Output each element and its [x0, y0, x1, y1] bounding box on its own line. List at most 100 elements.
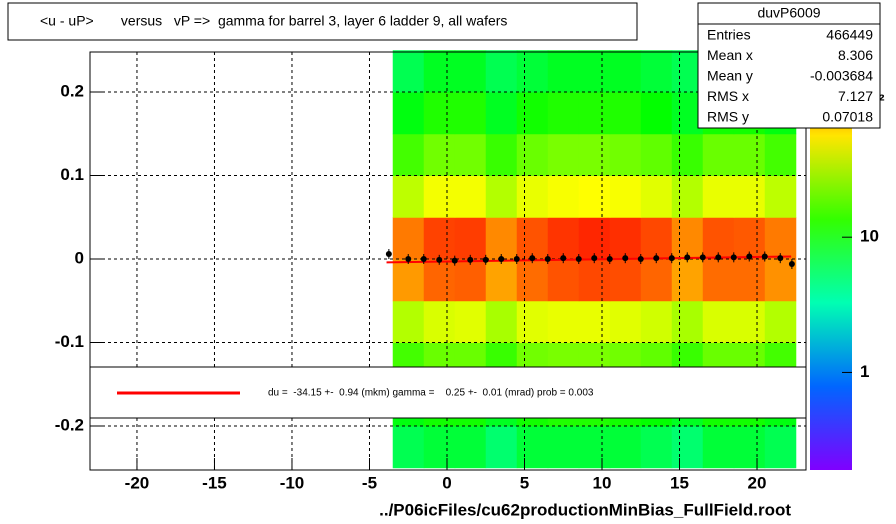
heatmap-cell: [578, 425, 611, 469]
profile-point: [513, 255, 520, 262]
profile-point: [653, 255, 660, 262]
heatmap-cell: [547, 217, 580, 260]
heatmap-cell: [640, 175, 673, 218]
stats-label: Mean x: [707, 47, 753, 63]
stats-value: 466449: [826, 27, 873, 43]
x-tick-label: 15: [670, 473, 689, 492]
heatmap-cell: [609, 300, 642, 343]
heatmap-cell: [578, 258, 611, 302]
title-box: [7, 2, 638, 41]
profile-point: [385, 250, 392, 257]
heatmap-cell: [609, 258, 642, 302]
z-tick-label: 1: [860, 362, 869, 381]
heatmap-cell: [423, 300, 456, 343]
heatmap-cell: [454, 91, 487, 135]
profile-point: [788, 261, 795, 268]
heatmap-cell: [609, 425, 642, 469]
heatmap-cell: [392, 425, 425, 469]
heatmap-cell: [392, 50, 425, 93]
heatmap-cell: [733, 300, 766, 343]
heatmap-cell: [485, 258, 518, 302]
heatmap-cell: [485, 217, 518, 260]
heatmap-cell: [640, 425, 673, 469]
heatmap-cell: [392, 91, 425, 135]
heatmap-cell: [547, 133, 580, 176]
heatmap-cell: [516, 175, 549, 218]
profile-point: [467, 256, 474, 263]
heatmap-cell: [423, 91, 456, 135]
stats-value: 0.07018: [822, 109, 873, 125]
z-tick-label: 10: [860, 227, 879, 246]
profile-point: [420, 255, 427, 262]
heatmap-cell: [609, 133, 642, 176]
heatmap-cell: [609, 50, 642, 93]
stats-label: RMS y: [707, 109, 749, 125]
heatmap-cell: [392, 258, 425, 302]
heatmap-cell: [423, 50, 456, 93]
heatmap-cell: [485, 175, 518, 218]
heatmap-cell: [547, 50, 580, 93]
heatmap-cell: [547, 425, 580, 469]
profile-point: [560, 255, 567, 262]
heatmap-cell: [609, 91, 642, 135]
heatmap-cell: [485, 91, 518, 135]
heatmap-cell: [516, 133, 549, 176]
stats-label: Mean y: [707, 68, 753, 84]
profile-point: [529, 255, 536, 262]
profile-point: [637, 255, 644, 262]
heatmap-cell: [671, 133, 704, 176]
heatmap-cell: [578, 133, 611, 176]
heatmap-cell: [733, 425, 766, 469]
heatmap-cell: [764, 133, 797, 176]
profile-point: [622, 255, 629, 262]
heatmap-cell: [609, 217, 642, 260]
heatmap-cell: [454, 175, 487, 218]
heatmap-cell: [640, 217, 673, 260]
heatmap-cell: [640, 133, 673, 176]
heatmap-cell: [764, 175, 797, 218]
legend: du = -34.15 +- 0.94 (mkm) gamma = 0.25 +…: [89, 366, 807, 419]
heatmap-cell: [516, 217, 549, 260]
heatmap-cell: [640, 258, 673, 302]
y-tick-label: -0.2: [55, 415, 84, 434]
heatmap-cell: [485, 300, 518, 343]
heatmap-cell: [702, 133, 735, 176]
x-tick-label: 5: [520, 473, 529, 492]
stats-label: Entries: [707, 27, 751, 43]
heatmap-cell: [640, 300, 673, 343]
heatmap-cell: [578, 175, 611, 218]
profile-point: [591, 255, 598, 262]
legend-text: du = -34.15 +- 0.94 (mkm) gamma = 0.25 +…: [268, 388, 594, 399]
y-tick-label: 0.2: [60, 81, 84, 100]
heatmap-cell: [454, 258, 487, 302]
heatmap-cell: [547, 91, 580, 135]
heatmap-cell: [485, 425, 518, 469]
stats-label: RMS x: [707, 88, 749, 104]
heatmap-cell: [516, 300, 549, 343]
profile-point: [684, 254, 691, 261]
x-tick-label: -20: [125, 473, 150, 492]
heatmap-cell: [392, 133, 425, 176]
stats-title: duvP6009: [757, 5, 820, 21]
profile-point: [482, 256, 489, 263]
heatmap-cell: [578, 91, 611, 135]
profile-point: [777, 255, 784, 262]
stats-box: duvP6009 Entries 466449 Mean x 8.306 Mean y -…: [697, 2, 881, 129]
heatmap-cell: [454, 50, 487, 93]
heatmap-cell: [547, 175, 580, 218]
heatmap-cell: [423, 175, 456, 218]
heatmap-cell: [733, 175, 766, 218]
heatmap-cell: [516, 425, 549, 469]
x-tick-label: -5: [362, 473, 377, 492]
heatmap-cell: [671, 175, 704, 218]
profile-point: [715, 254, 722, 261]
x-tick-label: -15: [202, 473, 227, 492]
heatmap-cell: [671, 258, 704, 302]
profile-point: [405, 255, 412, 262]
heatmap-cell: [516, 91, 549, 135]
heatmap: [392, 50, 797, 469]
heatmap-cell: [547, 258, 580, 302]
heatmap-cell: [733, 258, 766, 302]
stats-value: -0.003684: [810, 68, 873, 84]
